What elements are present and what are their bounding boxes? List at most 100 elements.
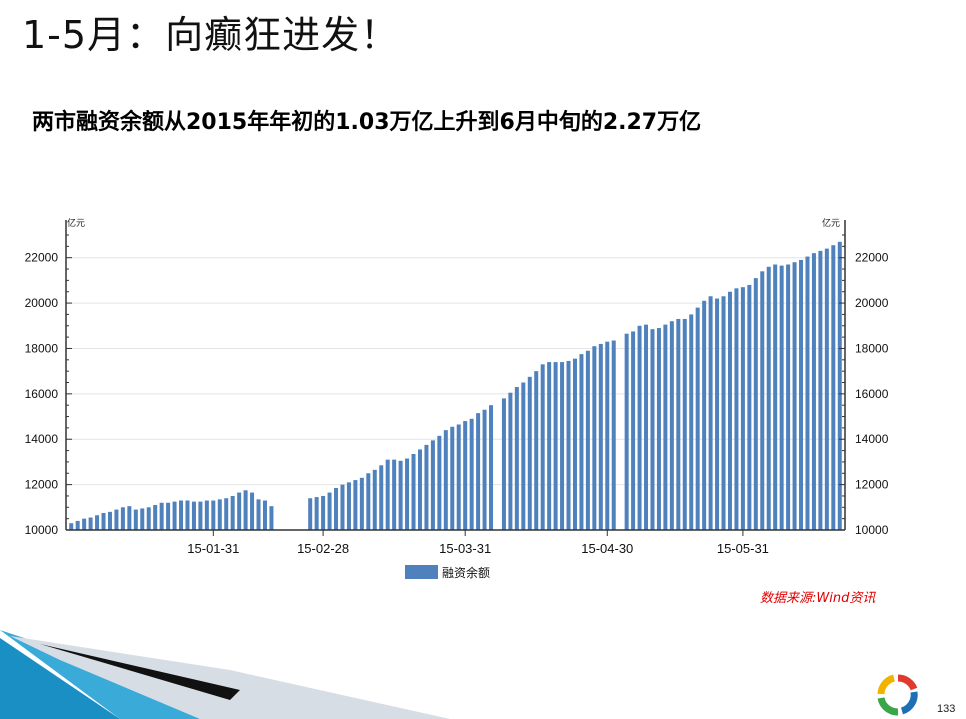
bar <box>146 507 151 530</box>
bar <box>463 421 468 530</box>
bar <box>760 271 765 530</box>
bar <box>676 318 681 530</box>
bar <box>656 328 661 530</box>
bar <box>353 480 358 530</box>
bar <box>631 331 636 530</box>
y-tick-label-right: 12000 <box>855 478 889 492</box>
y-tick-label-right: 10000 <box>855 523 889 537</box>
bar <box>417 449 422 530</box>
y-tick-label-left: 22000 <box>25 251 59 265</box>
bar <box>747 284 752 530</box>
bar <box>443 430 448 530</box>
bar <box>392 459 397 530</box>
bar <box>243 490 248 530</box>
bar <box>114 509 119 530</box>
gridlines <box>66 257 845 531</box>
bar <box>359 477 364 530</box>
bar <box>159 502 164 530</box>
bar <box>230 495 235 530</box>
bar <box>398 460 403 530</box>
bar <box>321 495 326 530</box>
y-axis-right-unit: 亿元 <box>822 217 840 229</box>
bar <box>140 508 145 530</box>
axes: 亿元 亿元 <box>65 217 846 531</box>
bar <box>579 354 584 530</box>
bar <box>198 501 203 530</box>
y-tick-label-right: 18000 <box>855 341 889 355</box>
bar <box>682 318 687 530</box>
bar <box>69 523 74 530</box>
bar <box>831 245 836 530</box>
bar <box>185 500 190 530</box>
bar <box>753 278 758 530</box>
bar <box>624 333 629 530</box>
bar <box>366 473 371 530</box>
bar <box>540 364 545 530</box>
bar <box>637 325 642 530</box>
bar <box>269 506 274 530</box>
bar <box>811 253 816 530</box>
x-tick-label: 15-03-31 <box>439 541 491 556</box>
bar <box>191 501 196 530</box>
bar <box>127 506 132 530</box>
bar <box>837 241 842 531</box>
y-tick-label-left: 12000 <box>25 478 59 492</box>
bar <box>256 499 261 530</box>
bar <box>217 499 222 530</box>
y-axis-left-unit: 亿元 <box>67 217 85 229</box>
y-tick-label-right: 20000 <box>855 296 889 310</box>
bar <box>786 264 791 530</box>
bar <box>766 266 771 530</box>
bar <box>644 324 649 530</box>
bar <box>592 346 597 530</box>
bar <box>82 518 87 530</box>
y-tick-label-left: 10000 <box>25 523 59 537</box>
bar <box>702 300 707 530</box>
bar <box>521 382 526 530</box>
bar <box>340 484 345 530</box>
bar <box>824 248 829 530</box>
data-source-note: 数据来源:Wind资讯 <box>760 591 876 606</box>
bar <box>405 458 410 530</box>
bar <box>469 418 474 530</box>
bar <box>547 362 552 530</box>
bar <box>585 350 590 530</box>
slide-subtitle: 两市融资余额从2015年年初的1.03万亿上升到6月中旬的2.27万亿 <box>32 110 702 135</box>
decorative-swoosh <box>0 630 450 719</box>
bar <box>250 492 255 530</box>
bar <box>792 262 797 530</box>
bar <box>534 371 539 530</box>
bar <box>598 343 603 530</box>
bars <box>69 241 842 531</box>
bar <box>708 296 713 530</box>
bar <box>88 517 93 530</box>
bar <box>721 296 726 530</box>
bar <box>501 398 506 530</box>
bar <box>224 498 229 530</box>
bar <box>715 298 720 530</box>
y-tick-label-right: 22000 <box>855 251 889 265</box>
bar <box>566 360 571 530</box>
bar <box>372 469 377 530</box>
bar <box>314 497 319 530</box>
company-logo-icon <box>877 674 918 716</box>
bar <box>120 507 125 530</box>
bar <box>166 502 171 530</box>
bar <box>605 341 610 530</box>
bar <box>133 509 138 530</box>
x-tick-label: 15-04-30 <box>581 541 633 556</box>
bar <box>411 453 416 530</box>
legend-swatch <box>405 565 438 579</box>
bar <box>308 498 313 530</box>
bar <box>430 440 435 530</box>
bar <box>211 500 216 530</box>
bar <box>560 362 565 530</box>
bar <box>650 329 655 530</box>
bar <box>153 505 158 530</box>
bar <box>489 405 494 530</box>
bar <box>669 321 674 530</box>
bar <box>75 520 80 530</box>
bar <box>799 259 804 530</box>
y-tick-label-right: 14000 <box>855 432 889 446</box>
bar <box>727 291 732 530</box>
